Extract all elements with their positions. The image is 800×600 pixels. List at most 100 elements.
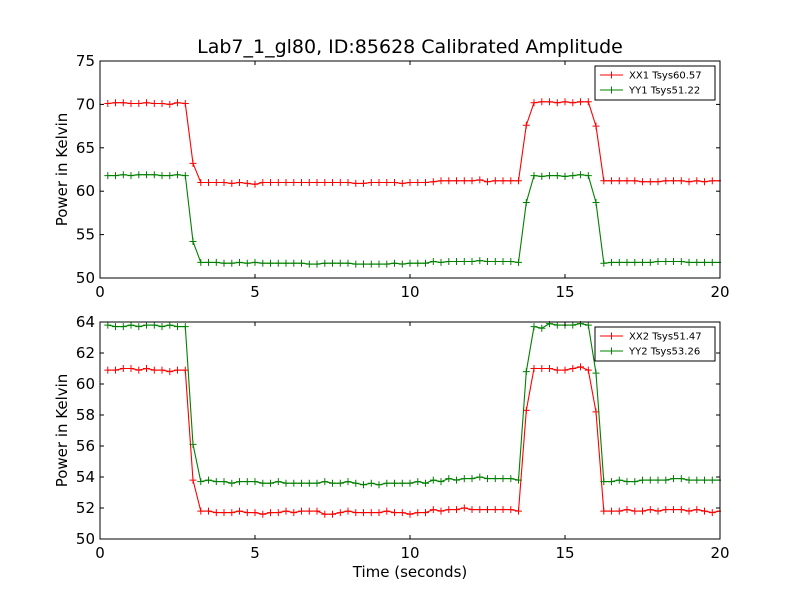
data-point	[600, 177, 608, 185]
x-tick-label: 15	[555, 283, 574, 301]
data-point	[174, 366, 181, 374]
data-point	[429, 476, 437, 484]
data-point	[507, 258, 515, 265]
data-point	[484, 178, 491, 186]
data-point	[476, 176, 484, 184]
x-tick-label: 0	[95, 544, 105, 562]
data-point	[522, 121, 530, 129]
data-point	[639, 476, 646, 484]
chart-panel-1: 0 5 10 15 20 50 55 60 65 70 75 Power in Kelvin XX1 T…	[53, 52, 730, 301]
data-point	[639, 258, 646, 266]
data-point	[336, 479, 344, 487]
x-tick-label: 5	[250, 283, 260, 301]
data-point	[429, 178, 437, 186]
data-point	[135, 171, 143, 179]
data-point	[429, 258, 437, 265]
data-point	[538, 98, 546, 106]
data-point	[189, 159, 197, 167]
data-point	[158, 172, 166, 180]
data-point	[143, 321, 150, 329]
data-point	[290, 479, 298, 487]
x-tick-label: 0	[95, 283, 105, 301]
data-point	[654, 178, 662, 186]
data-point	[406, 479, 414, 487]
data-point	[391, 509, 398, 517]
data-point	[577, 321, 584, 328]
y-tick-label: 60	[76, 182, 95, 200]
data-point	[685, 178, 693, 186]
x-axis-label: Time (seconds)	[352, 563, 468, 581]
data-point	[460, 475, 468, 483]
data-point	[336, 509, 344, 517]
data-point	[507, 475, 515, 483]
data-point	[515, 476, 522, 484]
data-point	[243, 478, 251, 486]
data-point	[236, 507, 243, 515]
data-point	[615, 476, 623, 484]
data-point	[274, 259, 282, 267]
data-point	[476, 257, 484, 265]
x-tick-label: 5	[250, 544, 260, 562]
data-point	[197, 507, 205, 515]
data-point	[623, 506, 631, 513]
x-tick-label: 20	[710, 283, 729, 301]
data-point	[422, 509, 429, 517]
data-point	[553, 172, 561, 180]
data-point	[398, 260, 406, 268]
data-point	[336, 259, 344, 267]
data-point	[313, 179, 321, 186]
data-point	[623, 258, 631, 266]
data-point	[584, 172, 592, 180]
data-point	[150, 100, 158, 107]
data-point	[298, 259, 305, 267]
data-point	[174, 171, 181, 179]
data-point	[460, 177, 468, 185]
data-point	[119, 323, 127, 331]
data-point	[546, 321, 553, 328]
data-point	[499, 506, 507, 513]
data-point	[352, 260, 360, 268]
data-point	[305, 479, 313, 487]
data-point	[701, 258, 708, 266]
data-point	[290, 509, 298, 517]
data-point	[367, 509, 375, 517]
data-point	[197, 258, 205, 266]
data-point	[267, 259, 274, 267]
data-point	[670, 475, 677, 483]
data-point	[553, 321, 561, 329]
data-point	[437, 177, 445, 185]
data-point	[251, 258, 259, 266]
legend: XX1 Tsys60.57 YY1 Tsys51.22	[594, 65, 716, 101]
chart-title: Lab7_1_gl80, ID:85628 Calibrated Amplitu…	[197, 36, 623, 58]
data-point	[290, 259, 298, 267]
data-point	[174, 323, 181, 331]
data-point	[205, 179, 212, 186]
data-point	[321, 259, 329, 267]
data-point	[708, 177, 716, 185]
data-point	[445, 177, 453, 185]
data-point	[677, 177, 685, 185]
data-point	[569, 99, 577, 107]
data-point	[329, 179, 336, 186]
data-point	[174, 99, 181, 107]
data-point	[112, 323, 119, 331]
data-point	[313, 507, 321, 515]
data-point	[135, 100, 143, 107]
data-point	[577, 171, 584, 179]
data-point	[693, 177, 701, 185]
y-tick-label: 52	[76, 499, 95, 517]
data-point	[499, 258, 507, 265]
data-point	[708, 476, 716, 484]
data-point	[422, 179, 429, 186]
data-point	[383, 479, 391, 487]
data-point	[561, 366, 569, 374]
data-point	[150, 366, 158, 374]
data-point	[181, 172, 189, 180]
data-point	[608, 507, 615, 515]
data-point	[143, 365, 150, 372]
data-point	[491, 506, 499, 513]
y-tick-label: 50	[76, 530, 95, 548]
y-axis-label: Power in Kelvin	[53, 374, 71, 488]
data-point	[282, 507, 290, 515]
data-point	[205, 258, 212, 266]
